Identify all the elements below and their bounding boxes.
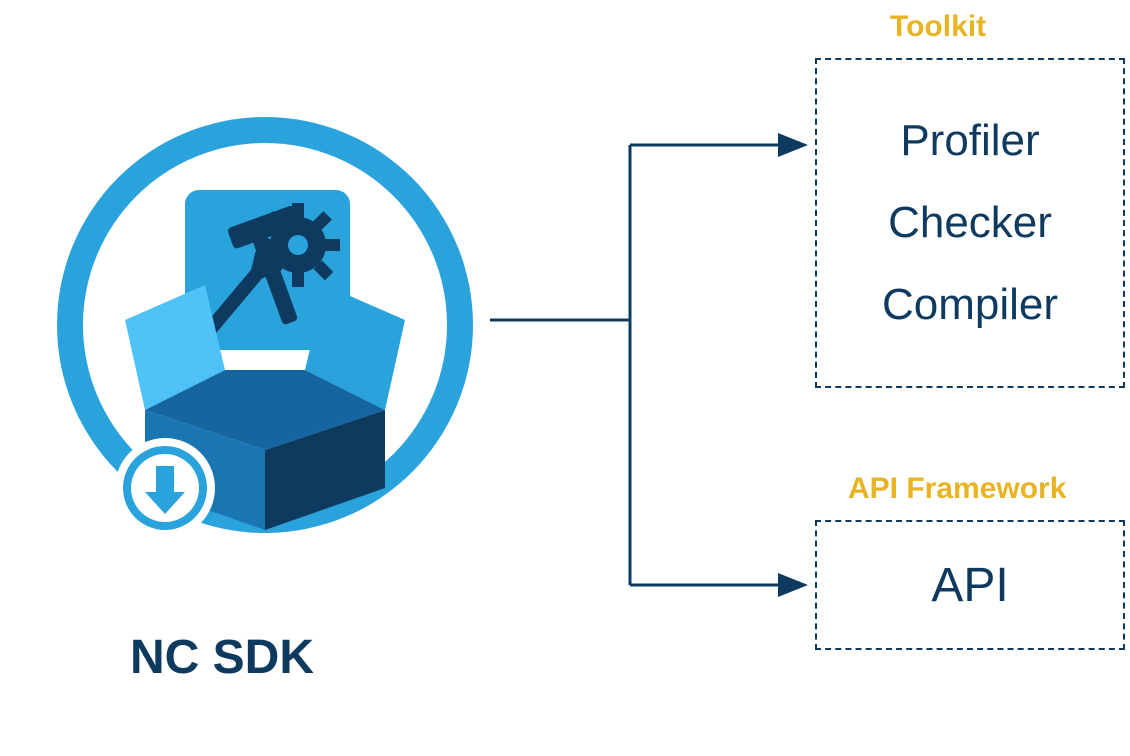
- api-item: API: [931, 558, 1008, 613]
- toolkit-item-compiler: Compiler: [882, 280, 1058, 330]
- toolkit-item-checker: Checker: [888, 198, 1052, 248]
- api-box: API: [815, 520, 1125, 650]
- api-framework-heading: API Framework: [848, 472, 1066, 506]
- toolkit-box: Profiler Checker Compiler: [815, 58, 1125, 388]
- connector-lines: [485, 110, 825, 610]
- sdk-title: NC SDK: [130, 630, 314, 685]
- sdk-toolbox-icon: [50, 110, 480, 540]
- toolkit-item-profiler: Profiler: [900, 116, 1039, 166]
- toolkit-heading: Toolkit: [890, 10, 986, 44]
